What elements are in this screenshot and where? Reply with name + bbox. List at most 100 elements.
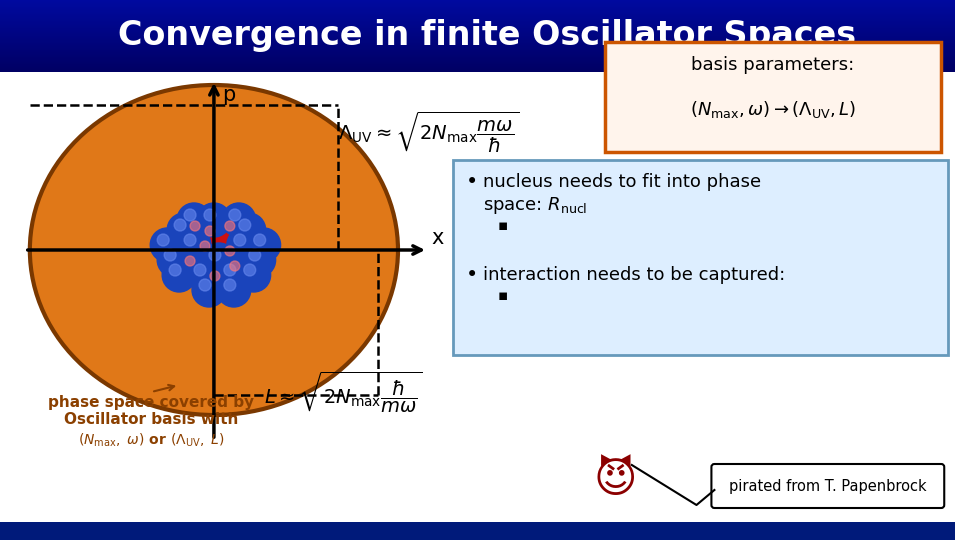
Bar	[0, 52, 955, 53]
Circle shape	[204, 209, 216, 221]
Text: interaction needs to be captured:: interaction needs to be captured:	[483, 266, 785, 284]
Bar	[0, 25, 955, 26]
Bar	[0, 61, 955, 62]
Bar	[0, 37, 955, 38]
Circle shape	[231, 213, 266, 247]
Bar	[0, 71, 955, 72]
Text: Oscillator basis with: Oscillator basis with	[64, 413, 238, 428]
Bar	[0, 23, 955, 24]
Circle shape	[183, 214, 215, 246]
Bar	[0, 35, 955, 36]
Text: ▪: ▪	[497, 218, 508, 233]
Bar	[0, 522, 955, 540]
Text: pirated from T. Papenbrock: pirated from T. Papenbrock	[729, 478, 926, 494]
Bar	[0, 31, 955, 32]
Bar	[0, 12, 955, 13]
Circle shape	[202, 243, 236, 277]
Bar	[0, 44, 955, 45]
Bar	[0, 26, 955, 27]
Bar	[0, 54, 955, 55]
Circle shape	[223, 254, 254, 286]
Text: space: $R_\mathrm{nucl}$: space: $R_\mathrm{nucl}$	[483, 194, 587, 215]
Bar	[0, 55, 955, 56]
Circle shape	[210, 271, 220, 281]
FancyBboxPatch shape	[711, 464, 945, 508]
Circle shape	[217, 258, 251, 292]
Bar	[0, 8, 955, 9]
Circle shape	[227, 228, 261, 262]
Circle shape	[205, 226, 215, 236]
Circle shape	[242, 243, 276, 277]
Circle shape	[225, 246, 235, 256]
Bar	[0, 65, 955, 66]
Circle shape	[193, 234, 225, 266]
Bar	[0, 62, 955, 63]
Bar	[0, 27, 955, 28]
Bar	[0, 24, 955, 25]
Bar	[0, 3, 955, 4]
Bar	[0, 46, 955, 47]
Bar	[0, 42, 955, 43]
Bar	[0, 4, 955, 5]
Ellipse shape	[30, 85, 398, 415]
Circle shape	[244, 264, 255, 276]
Circle shape	[174, 219, 186, 231]
Bar	[0, 30, 955, 31]
Bar	[0, 53, 955, 54]
Bar	[0, 6, 955, 7]
Text: Convergence in finite Oscillator Spaces: Convergence in finite Oscillator Spaces	[118, 18, 856, 51]
Circle shape	[194, 264, 206, 276]
Text: x: x	[432, 228, 444, 248]
Bar	[0, 11, 955, 12]
Bar	[0, 64, 955, 65]
Circle shape	[197, 203, 230, 237]
Circle shape	[157, 234, 169, 246]
Bar	[0, 70, 955, 71]
Bar	[0, 43, 955, 44]
Circle shape	[184, 234, 196, 246]
Bar	[0, 34, 955, 35]
Circle shape	[234, 234, 246, 246]
Text: ▪: ▪	[497, 287, 508, 302]
Circle shape	[209, 249, 221, 261]
Bar	[0, 33, 955, 34]
Text: •: •	[466, 172, 478, 192]
Bar	[0, 67, 955, 68]
Circle shape	[218, 239, 250, 271]
Circle shape	[249, 249, 261, 261]
Bar	[0, 22, 955, 23]
Bar	[0, 10, 955, 11]
Circle shape	[179, 249, 210, 281]
Circle shape	[185, 256, 195, 266]
Bar	[0, 29, 955, 30]
Bar	[0, 13, 955, 14]
Circle shape	[177, 228, 211, 262]
Bar	[0, 0, 955, 1]
Circle shape	[169, 264, 181, 276]
Circle shape	[190, 221, 200, 231]
Bar	[0, 69, 955, 70]
Text: p: p	[222, 85, 235, 105]
Bar	[0, 68, 955, 522]
Bar	[0, 20, 955, 21]
FancyBboxPatch shape	[453, 160, 948, 355]
Bar	[0, 19, 955, 20]
Circle shape	[200, 241, 210, 251]
Circle shape	[228, 209, 241, 221]
Bar	[0, 68, 955, 69]
Bar	[0, 51, 955, 52]
Bar	[0, 49, 955, 50]
Bar	[0, 1, 955, 2]
Circle shape	[199, 279, 211, 291]
Text: basis parameters:: basis parameters:	[691, 56, 854, 74]
Bar	[0, 5, 955, 6]
Circle shape	[164, 249, 176, 261]
Bar	[0, 45, 955, 46]
Bar	[0, 7, 955, 8]
Bar	[0, 47, 955, 48]
Circle shape	[229, 261, 240, 271]
Circle shape	[177, 203, 211, 237]
Circle shape	[184, 209, 196, 221]
Bar	[0, 18, 955, 19]
Bar	[0, 36, 955, 37]
